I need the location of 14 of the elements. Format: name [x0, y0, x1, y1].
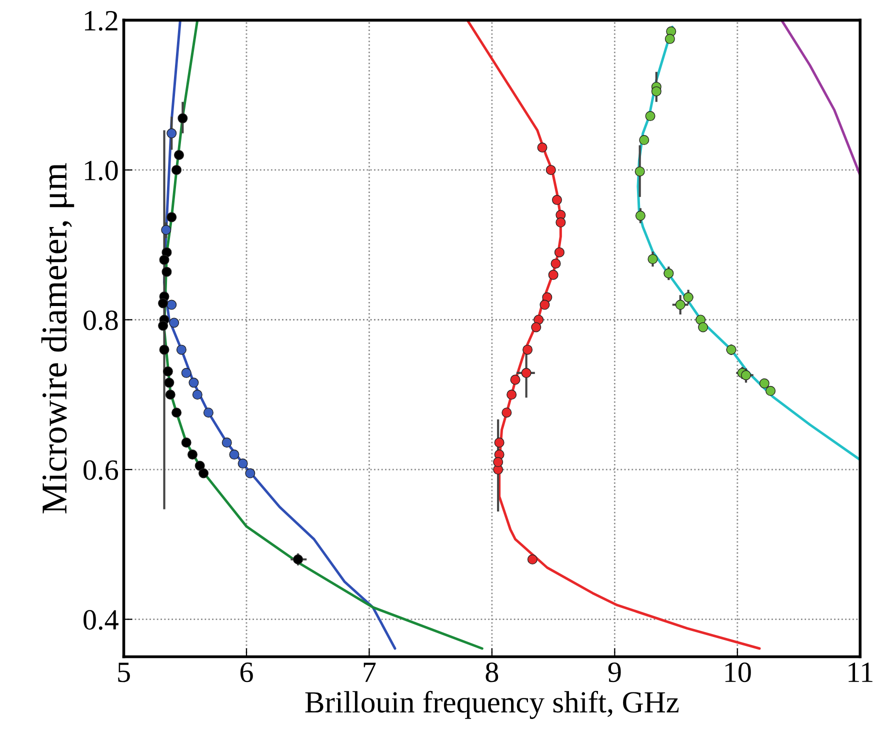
x-tick-label: 10 [725, 662, 751, 682]
y-tick-label: 0.6 [84, 460, 118, 480]
y-tick-label: 0.8 [84, 310, 118, 330]
y-axis-title: Microwire diameter, μm [41, 163, 74, 514]
x-tick-label: 5 [118, 662, 130, 682]
x-tick-label: 11 [848, 662, 872, 682]
x-tick-label: 6 [240, 662, 253, 682]
x-axis-title: Brillouin frequency shift, GHz [305, 690, 679, 719]
y-tick-label: 0.4 [84, 610, 118, 630]
x-tick-label: 7 [364, 662, 376, 682]
y-tick-label: 1.2 [85, 11, 118, 31]
y-tick-label: 1.0 [85, 160, 118, 181]
x-tick-label: 9 [608, 662, 621, 682]
x-tick-label: 8 [486, 662, 498, 682]
